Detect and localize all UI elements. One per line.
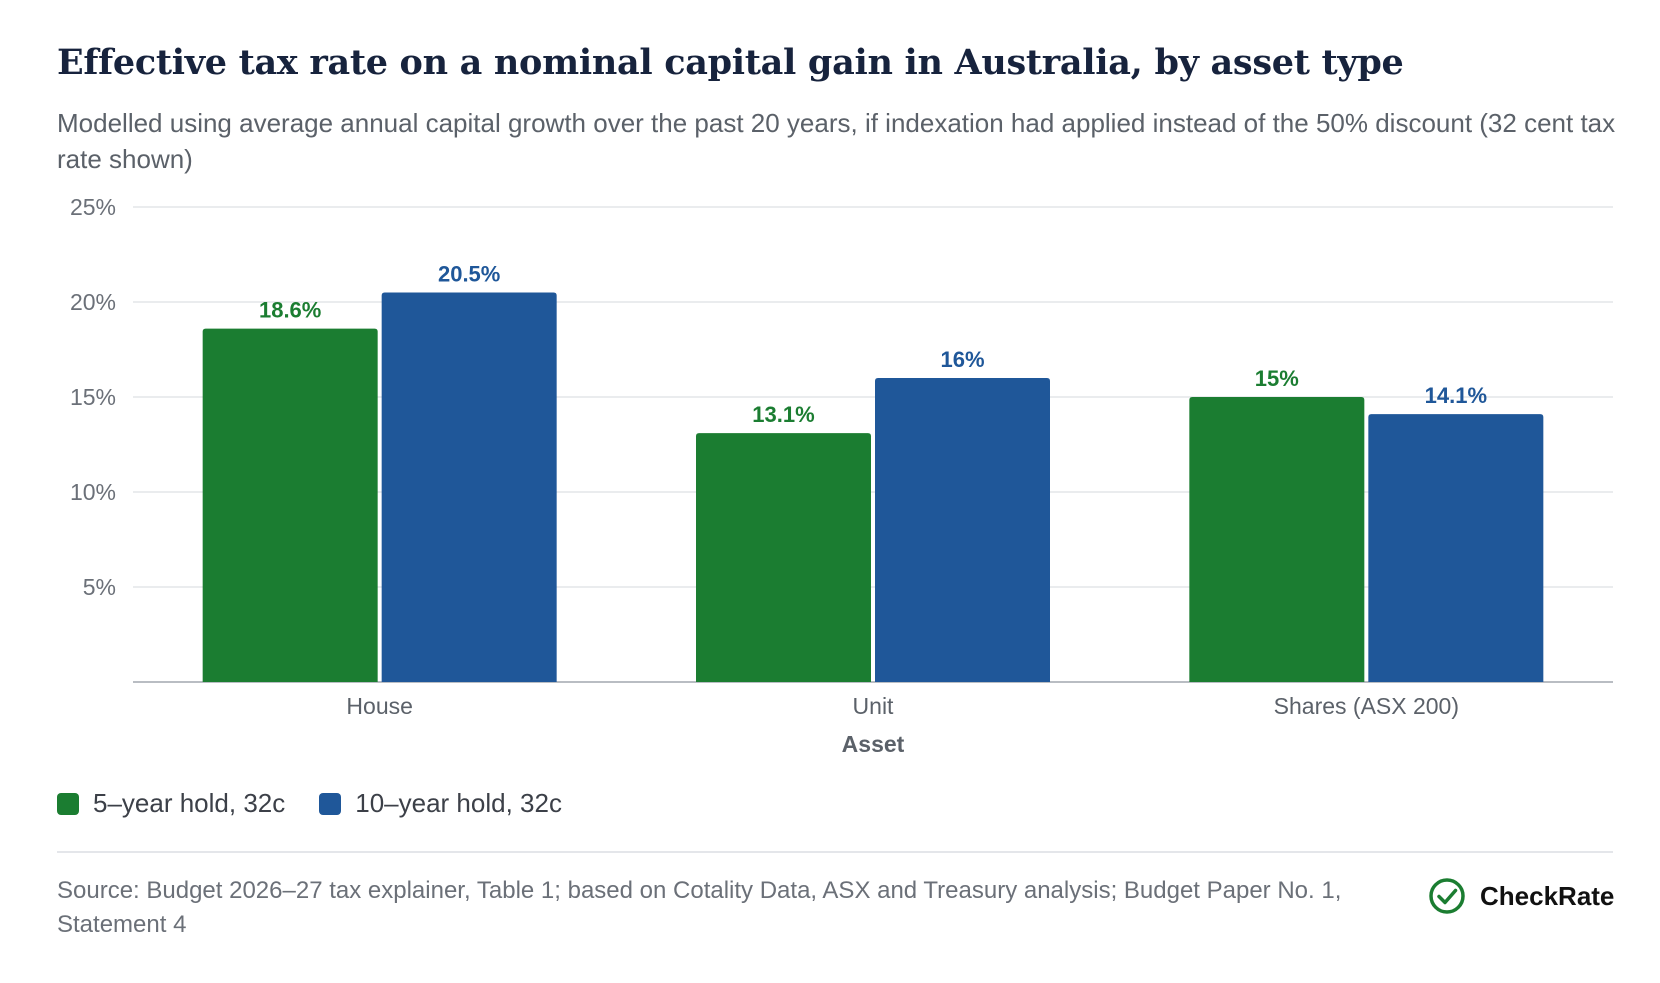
data-label: 15% <box>1255 366 1299 391</box>
legend-label-5-year: 5–year hold, 32c <box>93 788 286 818</box>
chart-title: Effective tax rate on a nominal capital … <box>57 42 1404 83</box>
brand-name: CheckRate <box>1480 880 1615 911</box>
chart-legend: 5–year hold, 32c 10–year hold, 32c <box>57 788 596 819</box>
source-note: Source: Budget 2026–27 tax explainer, Ta… <box>57 877 1342 938</box>
x-tick-label: Shares (ASX 200) <box>1274 693 1459 719</box>
data-label: 13.1% <box>752 402 814 427</box>
y-tick-label: 10% <box>70 479 116 505</box>
bar <box>381 292 557 682</box>
data-label: 20.5% <box>438 262 500 287</box>
bar <box>875 378 1050 682</box>
data-label: 16% <box>940 347 984 372</box>
legend-item-5-year: 5–year hold, 32c <box>57 788 285 819</box>
y-tick-label: 5% <box>83 574 116 600</box>
chart-subtitle: Modelled using average annual capital gr… <box>57 108 1616 174</box>
data-label: 14.1% <box>1425 383 1487 408</box>
bar <box>202 328 378 682</box>
bar <box>696 433 871 682</box>
footer-divider <box>57 851 1613 853</box>
y-tick-label: 20% <box>70 289 116 315</box>
legend-item-10-year: 10–year hold, 32c <box>319 788 562 819</box>
legend-swatch-10-year <box>319 792 342 815</box>
brand-logo: CheckRate <box>1428 877 1614 915</box>
legend-swatch-5-year <box>57 792 79 815</box>
bar <box>1368 414 1544 682</box>
x-tick-label: Unit <box>853 693 895 719</box>
y-tick-label: 15% <box>70 384 116 410</box>
legend-label-10-year: 10–year hold, 32c <box>355 788 562 818</box>
check-circle-icon <box>1429 878 1465 914</box>
y-tick-label: 25% <box>70 194 116 220</box>
x-tick-label: House <box>346 693 412 719</box>
x-axis-title: Asset <box>842 731 905 757</box>
bar-chart: 5% 10% 15% 20% 25% 18.6% 20.5% House 13.1% 16% Uni… <box>70 194 1613 757</box>
data-label: 18.6% <box>259 298 321 323</box>
bar <box>1189 397 1365 682</box>
